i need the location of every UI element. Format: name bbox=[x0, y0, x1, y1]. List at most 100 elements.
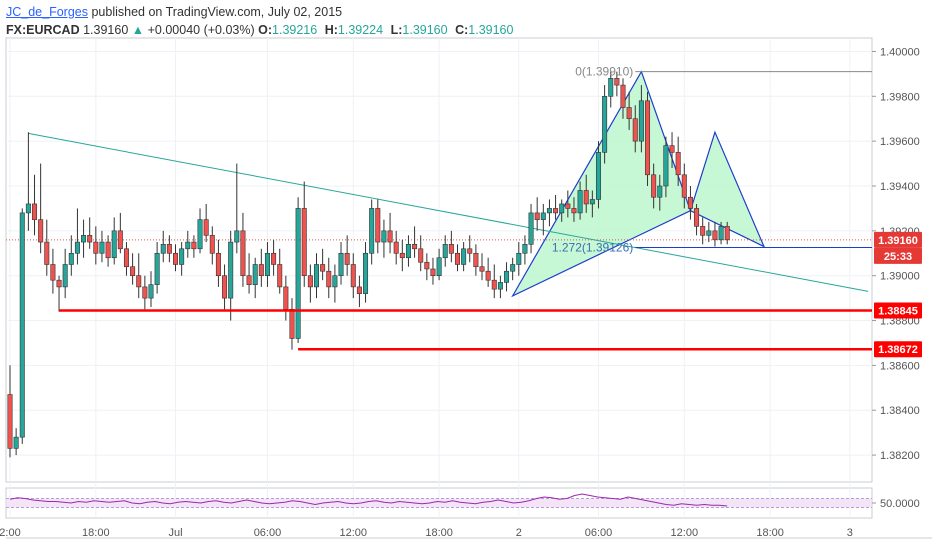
x-tick-label: 18:00 bbox=[425, 527, 453, 539]
candle-body bbox=[632, 118, 638, 142]
candle-body bbox=[338, 252, 344, 276]
candle-body bbox=[117, 230, 123, 250]
candle-body bbox=[252, 264, 258, 285]
candle-body bbox=[344, 252, 350, 265]
candle-body bbox=[130, 266, 136, 276]
candle-body bbox=[313, 264, 319, 288]
candle-body bbox=[191, 241, 197, 250]
candles-group bbox=[7, 71, 730, 458]
close-label: C: bbox=[455, 23, 469, 37]
candle-body bbox=[320, 264, 326, 272]
candle-body bbox=[626, 107, 632, 120]
candle-body bbox=[166, 244, 172, 254]
candle-body bbox=[387, 230, 393, 243]
candle-body bbox=[87, 235, 93, 243]
x-tick-label: Jul bbox=[168, 527, 182, 539]
author-link[interactable]: JC_de_Forges bbox=[6, 5, 88, 19]
x-tick-label: 12:00 bbox=[671, 527, 699, 539]
candle-body bbox=[44, 241, 50, 265]
countdown-tag-bg bbox=[874, 247, 922, 264]
candle-body bbox=[467, 248, 473, 254]
candle-body bbox=[645, 100, 651, 176]
rsi-tick-label: 50.0000 bbox=[880, 498, 920, 510]
publish-info: JC_de_Forges published on TradingView.co… bbox=[6, 3, 342, 21]
change-arrow-icon: ▲ bbox=[131, 23, 145, 37]
y-tick-label: 1.38800 bbox=[880, 316, 920, 328]
y-tick-label: 1.39000 bbox=[880, 271, 920, 283]
candle-body bbox=[430, 268, 436, 276]
candle-body bbox=[589, 199, 595, 205]
candle-body bbox=[528, 212, 534, 245]
candle-body bbox=[675, 152, 681, 176]
candle-body bbox=[179, 248, 185, 265]
high-label: H: bbox=[324, 23, 338, 37]
candle-body bbox=[602, 96, 608, 153]
candle-body bbox=[694, 208, 700, 227]
candle-body bbox=[50, 264, 56, 281]
support2-tag: 1.38672 bbox=[878, 344, 918, 356]
candle-body bbox=[454, 252, 460, 265]
candle-body bbox=[712, 230, 718, 241]
candle-body bbox=[608, 78, 614, 97]
candle-body bbox=[497, 282, 503, 290]
candle-body bbox=[369, 208, 375, 254]
trendline bbox=[28, 132, 869, 292]
candle-body bbox=[516, 252, 522, 265]
candle-body bbox=[99, 241, 105, 254]
rsi-band bbox=[7, 498, 871, 508]
x-tick-label: 18:00 bbox=[82, 527, 110, 539]
candle-body bbox=[19, 212, 25, 438]
candle-body bbox=[375, 208, 381, 243]
candle-body bbox=[485, 270, 491, 281]
candle-body bbox=[718, 226, 724, 241]
x-tick-label: 06:00 bbox=[585, 527, 613, 539]
candle-body bbox=[663, 145, 669, 187]
candle-body bbox=[264, 252, 270, 276]
candle-body bbox=[461, 248, 467, 265]
candle-body bbox=[13, 436, 19, 449]
y-tick-label: 1.39400 bbox=[880, 181, 920, 193]
candle-body bbox=[32, 203, 38, 220]
x-tick-label: 2:00 bbox=[0, 527, 21, 539]
candle-body bbox=[363, 252, 369, 294]
candle-body bbox=[681, 174, 687, 198]
candle-body bbox=[546, 208, 552, 214]
x-tick-label: 18:00 bbox=[756, 527, 784, 539]
candle-body bbox=[405, 244, 411, 259]
countdown-tag: 25:33 bbox=[884, 251, 912, 263]
candle-body bbox=[283, 286, 289, 310]
candle-body bbox=[657, 185, 663, 198]
high-value: 1.39224 bbox=[337, 23, 384, 37]
close-value: 1.39160 bbox=[468, 23, 514, 37]
candle-body bbox=[197, 219, 203, 250]
candle-body bbox=[209, 235, 215, 254]
support2-tag-bg bbox=[874, 341, 922, 358]
candle-body bbox=[154, 252, 160, 285]
candle-body bbox=[258, 264, 264, 276]
y-tick-label: 1.38400 bbox=[880, 405, 920, 417]
candle-body bbox=[326, 270, 332, 288]
candle-body bbox=[491, 279, 497, 290]
y-tick-label: 1.39600 bbox=[880, 136, 920, 148]
y-tick-label: 1.38200 bbox=[880, 450, 920, 462]
candle-body bbox=[222, 275, 228, 299]
candle-body bbox=[614, 78, 620, 86]
candle-body bbox=[136, 275, 142, 288]
candle-body bbox=[62, 264, 68, 288]
y-tick-label: 1.40000 bbox=[880, 46, 920, 58]
low-value: 1.39160 bbox=[402, 23, 448, 37]
candle-body bbox=[571, 208, 577, 214]
candle-body bbox=[669, 145, 675, 153]
candle-body bbox=[38, 219, 44, 243]
candle-body bbox=[724, 226, 730, 241]
candle-body bbox=[424, 261, 430, 270]
symbol-info: FX:EURCAD 1.39160 ▲ +0.00040 (+0.03%) O:… bbox=[6, 21, 517, 39]
candle-body bbox=[687, 196, 693, 209]
candle-body bbox=[277, 264, 283, 288]
x-tick-label: 2 bbox=[516, 527, 522, 539]
candle-body bbox=[271, 252, 277, 265]
candle-body bbox=[301, 208, 307, 276]
low-label: L: bbox=[390, 23, 403, 37]
candle-body bbox=[583, 190, 589, 205]
